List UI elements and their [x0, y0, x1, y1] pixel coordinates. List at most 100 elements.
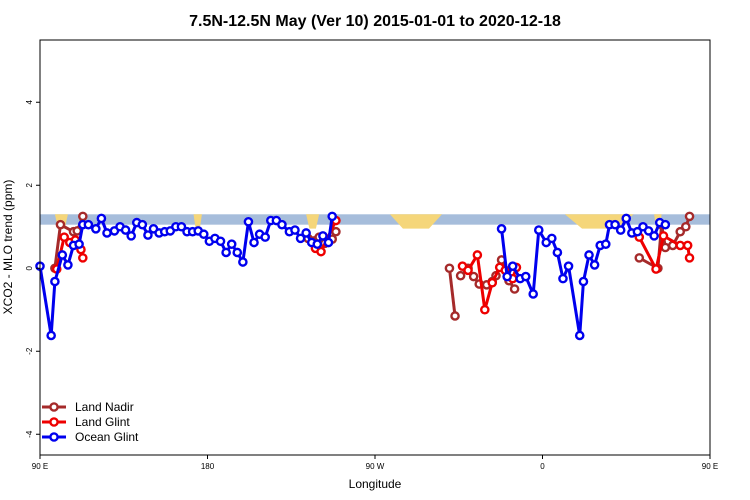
- data-point: [318, 231, 328, 241]
- data-point: [634, 253, 645, 263]
- data-point: [651, 264, 661, 274]
- y-tick-label: 0: [25, 265, 34, 270]
- chart-title: 7.5N-12.5N May (Ver 10) 2015-01-01 to 20…: [189, 13, 561, 30]
- series-layer: [35, 211, 695, 341]
- data-point: [558, 273, 568, 284]
- data-point: [528, 289, 538, 299]
- data-point: [238, 257, 248, 267]
- y-tick-label: 2: [25, 182, 34, 187]
- data-point: [615, 225, 626, 235]
- data-point: [143, 230, 153, 240]
- data-point: [684, 211, 695, 222]
- data-point: [46, 330, 56, 341]
- legend-item-land-nadir: Land Nadir: [42, 400, 134, 414]
- land-band-segment: [389, 214, 442, 229]
- data-point: [675, 226, 686, 237]
- x-tick-label: 0: [540, 462, 545, 471]
- data-point: [487, 277, 498, 288]
- y-tick-label: -2: [25, 347, 34, 355]
- data-point: [327, 211, 337, 222]
- y-tick-label: -4: [25, 430, 34, 438]
- data-point: [589, 260, 600, 270]
- data-point: [120, 225, 131, 235]
- data-point: [509, 284, 520, 294]
- legend-item-ocean-glint: Ocean Glint: [42, 430, 139, 444]
- x-tick-label: 180: [201, 462, 215, 471]
- data-point: [323, 237, 334, 248]
- series-ocean-glint: [35, 211, 671, 341]
- legend-label: Land Glint: [75, 415, 130, 429]
- legend-marker: [49, 402, 59, 412]
- data-point: [533, 225, 544, 235]
- data-point: [547, 233, 557, 244]
- data-point: [59, 232, 69, 242]
- data-point: [675, 240, 686, 251]
- x-tick-label: 90 W: [366, 462, 385, 471]
- data-point: [472, 250, 483, 260]
- data-point: [578, 276, 589, 287]
- data-point: [176, 221, 187, 232]
- data-point: [563, 261, 574, 271]
- data-point: [684, 253, 695, 263]
- data-point: [243, 216, 254, 227]
- y-axis-label: XCO2 - MLO trend (ppm): [1, 180, 15, 315]
- x-tick-label: 90 E: [702, 462, 718, 471]
- data-point: [91, 224, 101, 234]
- data-point: [455, 270, 466, 281]
- data-point: [102, 228, 112, 238]
- data-point: [78, 253, 88, 263]
- data-point: [621, 213, 632, 224]
- data-point: [96, 213, 107, 224]
- legend-item-land-glint: Land Glint: [42, 415, 130, 429]
- data-point: [660, 219, 671, 230]
- data-point: [643, 226, 654, 236]
- data-point: [126, 231, 136, 241]
- data-point: [295, 233, 306, 244]
- data-point: [632, 226, 643, 237]
- data-point: [502, 271, 512, 282]
- ocean-band: [40, 214, 710, 225]
- data-point: [290, 225, 300, 235]
- data-point: [316, 246, 326, 257]
- data-point: [444, 263, 455, 274]
- data-point: [552, 247, 563, 258]
- data-point: [463, 265, 473, 276]
- legend-label: Ocean Glint: [75, 430, 139, 444]
- data-point: [681, 221, 691, 232]
- data-point: [83, 219, 94, 230]
- data-point: [277, 219, 287, 230]
- data-point: [137, 219, 148, 230]
- x-tick-label: 90 E: [32, 462, 48, 471]
- data-point: [520, 271, 531, 282]
- data-point: [57, 250, 68, 260]
- data-point: [215, 236, 226, 247]
- land-band-segment: [306, 214, 320, 229]
- data-point: [74, 239, 84, 249]
- data-point: [480, 304, 490, 315]
- data-point: [198, 229, 209, 240]
- series-line: [447, 268, 457, 317]
- data-point: [658, 231, 669, 241]
- data-point: [331, 226, 341, 237]
- data-point: [301, 228, 311, 238]
- data-point: [55, 219, 66, 230]
- data-point: [574, 330, 585, 341]
- data-point: [682, 240, 693, 251]
- data-point: [600, 239, 611, 249]
- x-axis: 90 E 180 90 W 0 90 E: [32, 455, 718, 471]
- data-point: [232, 247, 243, 258]
- data-point: [610, 219, 620, 230]
- x-axis-label: Longitude: [349, 477, 402, 491]
- y-tick-label: 4: [25, 99, 34, 104]
- data-point: [249, 237, 259, 248]
- data-point: [312, 239, 323, 249]
- data-point: [450, 311, 460, 321]
- data-point: [468, 271, 479, 282]
- land-band-segment: [193, 214, 202, 229]
- legend-marker: [49, 432, 59, 442]
- data-point: [221, 247, 231, 258]
- data-point: [584, 250, 594, 260]
- y-axis: -4 -2 0 2 4: [25, 99, 40, 438]
